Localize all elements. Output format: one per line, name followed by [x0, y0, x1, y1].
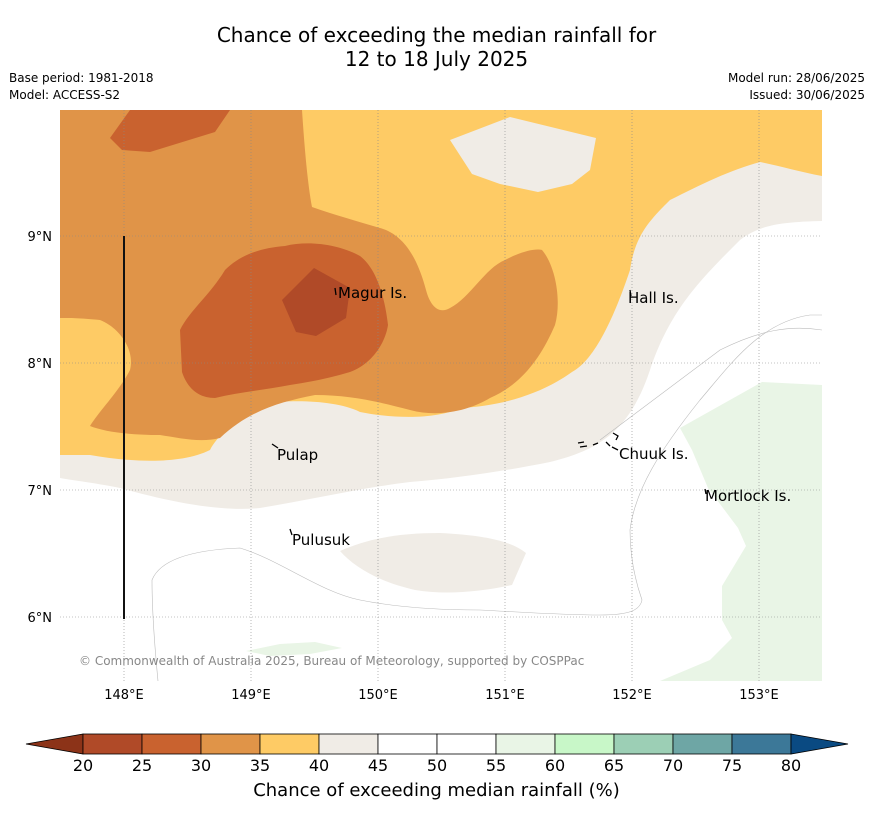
copyright-notice: © Commonwealth of Australia 2025, Bureau… — [79, 654, 584, 668]
colorbar-segment — [495, 733, 556, 755]
colorbar-tick-label: 50 — [427, 756, 447, 775]
shade-55-60-south — [246, 642, 342, 656]
colorbar-tick-label: 25 — [132, 756, 152, 775]
place-label-pulap: Pulap — [277, 446, 318, 464]
colorbar-tick-label: 80 — [781, 756, 801, 775]
shade-40-45-patch-south — [340, 533, 526, 593]
map-axes: 148°E 149°E 150°E 151°E 152°E 153°E 9°N … — [28, 230, 779, 703]
colorbar-segment — [377, 733, 438, 755]
lon-tick-label: 149°E — [231, 688, 271, 703]
colorbar-segment — [731, 733, 792, 755]
lon-tick-label: 151°E — [485, 688, 525, 703]
colorbar-label: Chance of exceeding median rainfall (%) — [253, 780, 620, 801]
colorbar-segment — [259, 733, 320, 755]
shade-55-60-edge — [812, 422, 822, 438]
place-label-hall: Hall Is. — [628, 289, 679, 307]
place-label-pulusuk: Pulusuk — [292, 531, 350, 549]
issued-text: Issued: 30/06/2025 — [749, 88, 865, 102]
lat-tick-label: 6°N — [28, 611, 53, 626]
map-title-line1: Chance of exceeding the median rainfall … — [216, 23, 657, 47]
colorbar-tick-label: 45 — [368, 756, 388, 775]
colorbar-segment — [318, 733, 379, 755]
island-marks — [271, 287, 707, 536]
shade-40-45-patch-north — [450, 117, 596, 192]
place-label-chuuk: Chuuk Is. — [619, 445, 688, 463]
base-period-text: Base period: 1981-2018 — [9, 71, 154, 85]
colorbar-tick-label: 55 — [486, 756, 506, 775]
colorbar-tick-label: 40 — [309, 756, 329, 775]
lat-tick-label: 7°N — [28, 484, 53, 499]
colorbar-segment — [200, 733, 261, 755]
model-run-text: Model run: 28/06/2025 — [727, 71, 865, 85]
lon-tick-label: 152°E — [612, 688, 652, 703]
colorbar-segment — [613, 733, 674, 755]
place-label-mortlock: Mortlock Is. — [705, 487, 791, 505]
colorbar-under-triangle — [25, 733, 84, 755]
colorbar: 20 25 30 35 40 45 50 55 60 65 70 75 80 — [25, 733, 849, 775]
lon-tick-label: 148°E — [104, 688, 144, 703]
map-title-line2: 12 to 18 July 2025 — [344, 47, 529, 71]
colorbar-tick-label: 35 — [250, 756, 270, 775]
colorbar-tick-label: 20 — [73, 756, 93, 775]
colorbar-tick-label: 30 — [191, 756, 211, 775]
contour-line-west — [151, 314, 822, 681]
colorbar-tick-label: 60 — [545, 756, 565, 775]
colorbar-segment — [554, 733, 615, 755]
lon-tick-label: 153°E — [739, 688, 779, 703]
colorbar-segment — [672, 733, 733, 755]
colorbar-segment — [436, 733, 497, 755]
lat-tick-label: 9°N — [28, 230, 53, 245]
shade-20-25 — [282, 268, 350, 336]
colorbar-segment — [82, 733, 143, 755]
colorbar-segment — [141, 733, 202, 755]
contour-line-north — [599, 327, 822, 441]
lon-tick-label: 150°E — [358, 688, 398, 703]
rainfall-map: Magur Is. Hall Is. Pulap Chuuk Is. Mortl… — [60, 110, 822, 681]
colorbar-tick-label: 65 — [604, 756, 624, 775]
lat-tick-label: 8°N — [28, 357, 53, 372]
shade-55-60-east — [660, 382, 822, 681]
colorbar-over-triangle — [790, 733, 849, 755]
model-text: Model: ACCESS-S2 — [9, 88, 121, 102]
colorbar-tick-label: 70 — [663, 756, 683, 775]
place-label-magur: Magur Is. — [338, 284, 407, 302]
colorbar-tick-label: 75 — [722, 756, 742, 775]
